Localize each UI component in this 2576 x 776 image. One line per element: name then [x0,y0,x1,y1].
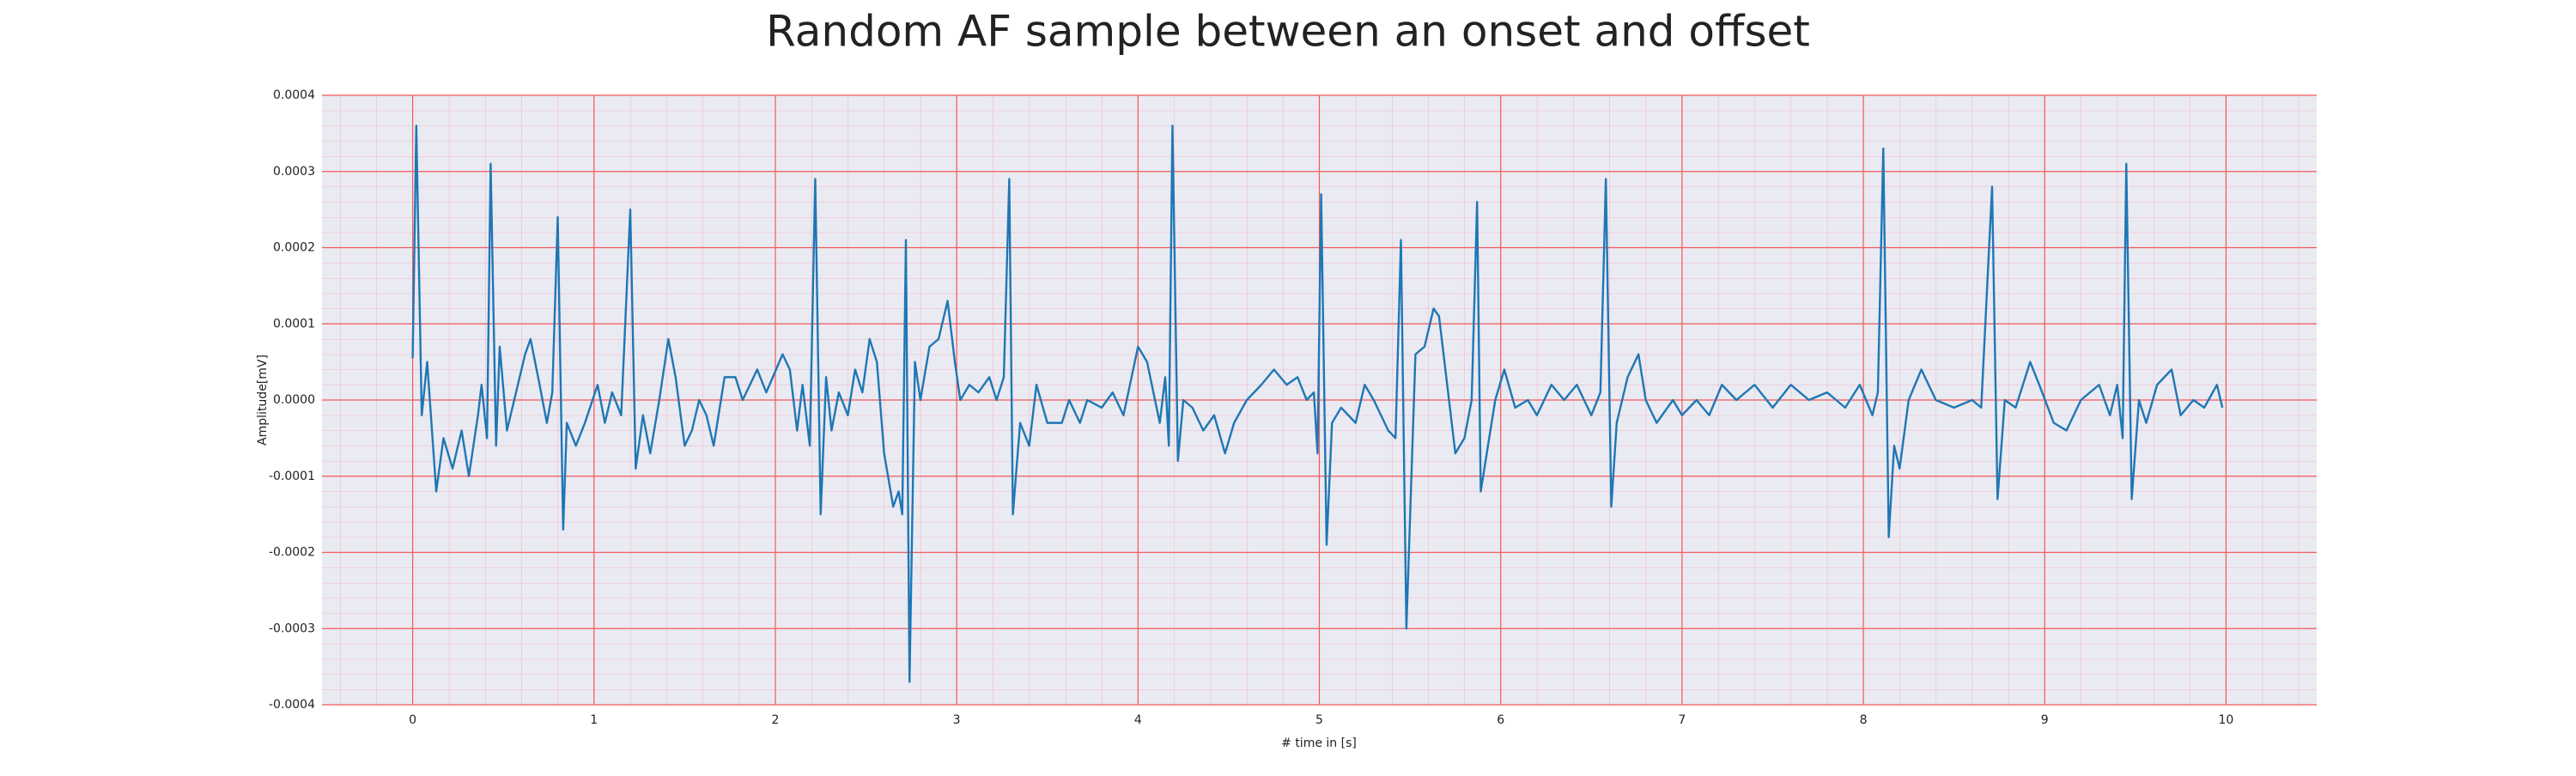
y-tick-label: -0.0002 [269,546,315,560]
x-tick-label: 7 [1678,713,1686,727]
y-tick-label: 0.0004 [273,88,315,102]
y-tick-label: -0.0001 [269,470,315,483]
y-tick-label: 0.0000 [273,393,315,407]
x-tick-label: 2 [771,713,779,727]
y-tick-label: -0.0003 [269,621,315,635]
y-tick-label: 0.0003 [273,165,315,179]
x-tick-label: 1 [590,713,598,727]
x-tick-label: 9 [2041,713,2049,727]
x-tick-label: 8 [1860,713,1868,727]
x-tick-label: 0 [409,713,416,727]
x-tick-label: 6 [1497,713,1504,727]
y-tick-label: 0.0002 [273,241,315,255]
signal-line [411,124,2224,683]
x-axis-label: # time in [s] [1281,737,1357,750]
x-tick-label: 10 [2218,713,2233,727]
y-tick-label: 0.0001 [273,317,315,330]
y-axis-label: Amplitude[mV] [256,355,270,446]
x-tick-label: 5 [1315,713,1323,727]
x-tick-label: 4 [1134,713,1142,727]
y-tick-label: -0.0004 [269,698,315,712]
chart-title: Random AF sample between an onset and of… [766,7,1810,57]
x-tick-label: 3 [953,713,961,727]
